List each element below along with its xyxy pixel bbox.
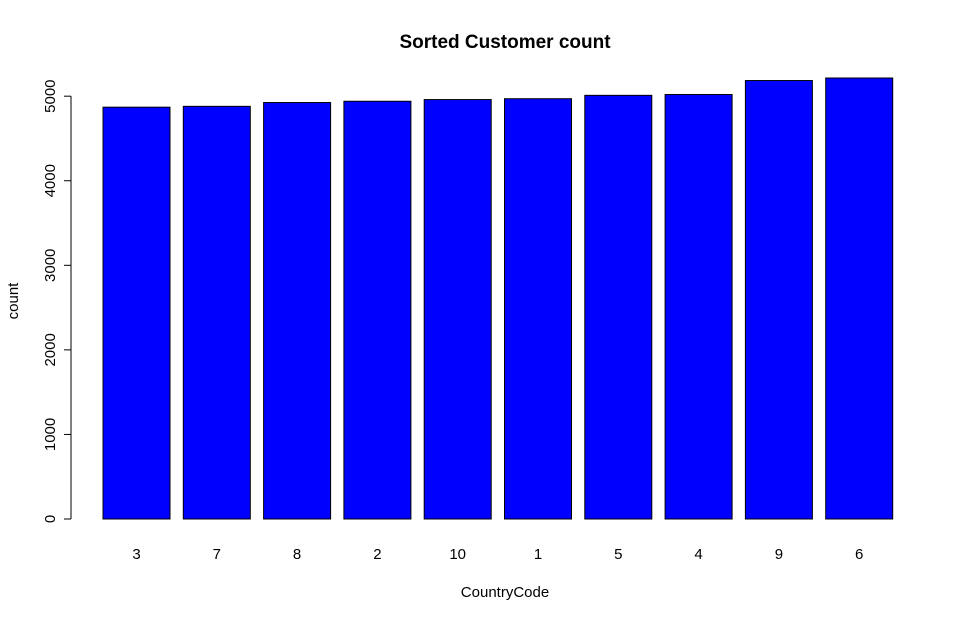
x-tick-label-5: 5	[614, 546, 622, 563]
x-tick-label-8: 8	[293, 546, 301, 563]
x-tick-label-9: 9	[775, 546, 783, 563]
y-tick-label: 4000	[42, 164, 59, 197]
bar-2	[343, 100, 412, 520]
bar-10	[423, 99, 492, 520]
x-tick-label-10: 10	[449, 546, 466, 563]
y-axis: 0 1000 2000 3000 4000 5000	[42, 79, 72, 523]
bar-8	[263, 102, 332, 520]
x-axis-label: CountryCode	[461, 584, 549, 601]
y-tick-label: 2000	[42, 333, 59, 366]
bar-5	[584, 94, 653, 520]
x-tick-label-3: 3	[132, 546, 140, 563]
y-tick-label: 3000	[42, 249, 59, 282]
y-tick-label: 0	[42, 515, 59, 523]
bars-group	[102, 77, 894, 520]
bar-6	[825, 77, 894, 520]
bar-3	[102, 106, 171, 520]
bar-7	[182, 105, 251, 520]
chart-title: Sorted Customer count	[399, 32, 611, 53]
x-tick-label-4: 4	[694, 546, 702, 563]
bar-1	[504, 98, 572, 520]
bar-4	[664, 93, 733, 520]
y-axis-label: count	[5, 282, 22, 320]
bar-9	[744, 80, 813, 520]
x-tick-labels: 3 7 8 2 10 1 5 4 9 6	[132, 546, 863, 563]
x-tick-label-2: 2	[373, 546, 381, 563]
y-tick-label: 1000	[42, 418, 59, 451]
x-tick-label-1: 1	[534, 546, 542, 563]
x-tick-label-7: 7	[213, 546, 221, 563]
y-tick-label: 5000	[42, 79, 59, 112]
x-tick-label-6: 6	[855, 546, 863, 563]
